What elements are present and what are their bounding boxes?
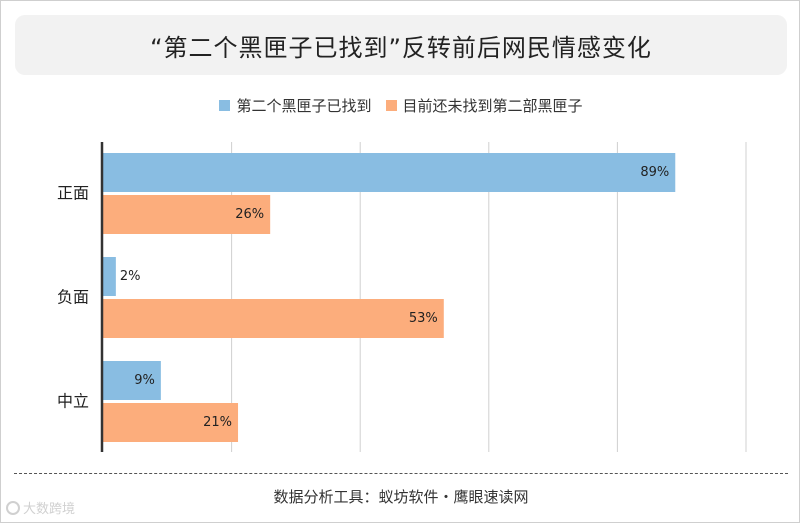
- footer-divider: [14, 473, 788, 474]
- watermark-logo-icon: [6, 500, 20, 515]
- legend: 第二个黑匣子已找到 目前还未找到第二部黑匣子: [0, 93, 802, 117]
- data-label: 53%: [409, 311, 438, 326]
- category-label: 负面: [57, 288, 89, 307]
- footer-source: 数据分析工具：蚁坊软件・鹰眼速读网: [273, 488, 529, 506]
- legend-swatch-series-1: [219, 99, 231, 111]
- legend-label-series-2: 目前还未找到第二部黑匣子: [402, 96, 583, 115]
- data-label: 26%: [235, 207, 264, 222]
- data-label: 2%: [120, 269, 141, 284]
- bar: [103, 257, 116, 296]
- bar-chart: 正面 89% 26% 负面 2% 53% 中立 9% 21%: [57, 142, 747, 452]
- bar: [103, 361, 161, 400]
- legend-item-series-2: 目前还未找到第二部黑匣子: [385, 95, 583, 116]
- legend-swatch-series-2: [385, 99, 397, 111]
- data-label: 21%: [203, 415, 232, 430]
- watermark-text: 大数跨境: [23, 502, 76, 517]
- chart-title: “第二个黑匣子已找到”反转前后网民情感变化: [150, 33, 652, 62]
- bar: [103, 299, 444, 338]
- watermark: 大数跨境: [6, 498, 75, 517]
- title-banner: “第二个黑匣子已找到”反转前后网民情感变化: [15, 15, 787, 75]
- data-label: 9%: [134, 373, 155, 388]
- category-label: 中立: [57, 392, 89, 411]
- data-label: 89%: [640, 165, 669, 180]
- bar: [103, 195, 271, 234]
- bar: [103, 403, 239, 442]
- legend-item-series-1: 第二个黑匣子已找到: [219, 95, 372, 116]
- category-label: 正面: [57, 184, 89, 203]
- legend-label-series-1: 第二个黑匣子已找到: [236, 96, 372, 115]
- bar: [103, 153, 676, 192]
